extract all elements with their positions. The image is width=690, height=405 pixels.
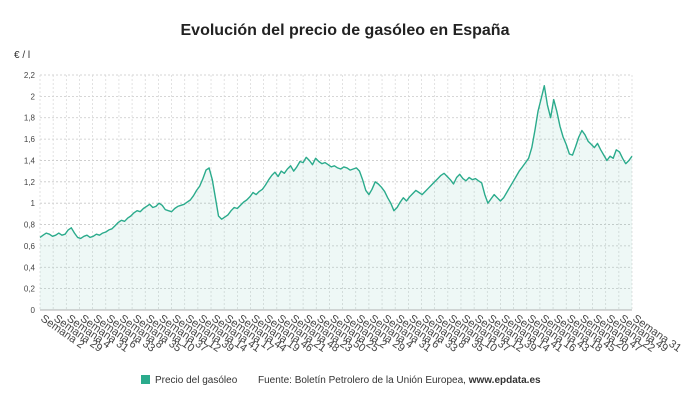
y-tick-label: 0 — [31, 306, 36, 315]
y-tick-label: 1,8 — [24, 114, 36, 123]
y-tick-label: 1,6 — [24, 135, 36, 144]
source-note: Fuente: Boletín Petrolero de la Unión Eu… — [258, 375, 541, 386]
y-tick-label: 0,4 — [24, 263, 36, 272]
source-site: www.epdata.es — [468, 375, 541, 386]
y-tick-label: 0,2 — [24, 285, 36, 294]
y-axis-label: € / l — [14, 50, 30, 61]
chart-title: Evolución del precio de gasóleo en Españ… — [181, 22, 510, 39]
x-gridlines — [39, 75, 633, 310]
legend: Precio del gasóleo Fuente: Boletín Petro… — [141, 375, 541, 386]
y-tick-label: 2 — [31, 92, 36, 101]
y-tick-label: 2,2 — [24, 71, 36, 80]
y-tick-label: 0,8 — [24, 221, 36, 230]
y-tick-label: 1,4 — [24, 156, 36, 165]
y-tick-label: 1,2 — [24, 178, 36, 187]
source-text: Fuente: Boletín Petrolero de la Unión Eu… — [258, 375, 469, 386]
y-tick-label: 1 — [31, 199, 36, 208]
y-tick-labels: 0 0,2 0,4 0,6 0,8 1 1,2 1,4 1,6 1,8 2 2,2 — [24, 71, 36, 315]
series-area — [40, 85, 632, 310]
legend-label: Precio del gasóleo — [155, 375, 238, 386]
series-line — [39, 85, 633, 240]
y-tick-label: 0,6 — [24, 242, 36, 251]
legend-swatch — [141, 375, 150, 384]
